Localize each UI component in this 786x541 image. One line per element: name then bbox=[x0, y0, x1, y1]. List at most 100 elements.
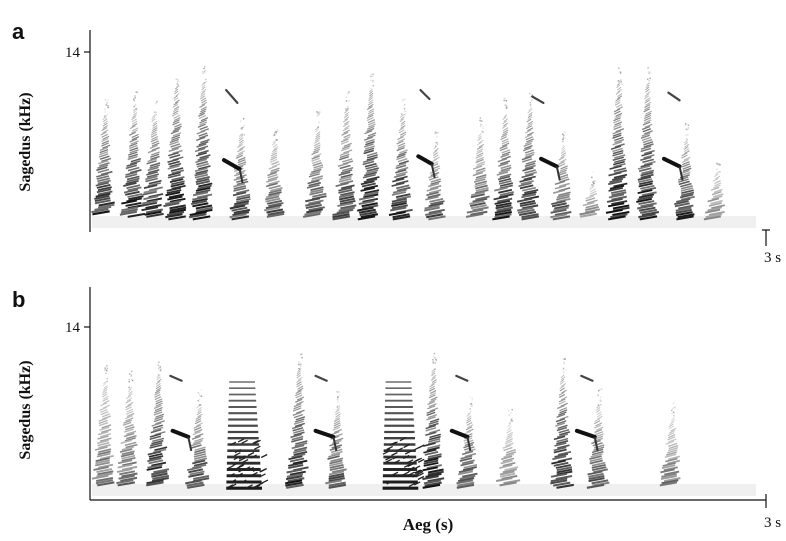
syllable-speckle bbox=[204, 66, 205, 67]
harmonic-texture bbox=[254, 446, 260, 449]
syllable-speckle bbox=[685, 123, 686, 124]
syllable-speckle bbox=[347, 108, 348, 109]
syllable-speckle bbox=[243, 118, 244, 119]
syllable-speckle bbox=[338, 391, 339, 392]
high-whistle bbox=[421, 90, 430, 99]
syllable bbox=[587, 388, 610, 487]
syllable-speckle bbox=[436, 142, 437, 143]
syllable-speckle bbox=[532, 100, 533, 101]
syllable-speckle bbox=[105, 116, 106, 117]
syllable-speckle bbox=[106, 370, 107, 371]
syllable-speckle bbox=[621, 83, 622, 84]
syllable-speckle bbox=[686, 135, 687, 136]
syllable-speckle bbox=[592, 185, 593, 186]
syllable-speckle bbox=[276, 139, 277, 140]
syllable-speckle bbox=[688, 127, 689, 128]
high-whistle bbox=[532, 97, 543, 103]
syllable-speckle bbox=[104, 367, 105, 368]
syllable-speckle bbox=[472, 398, 473, 399]
syllable-speckle bbox=[482, 126, 483, 127]
syllable-speckle bbox=[404, 114, 405, 115]
syllable bbox=[580, 171, 600, 217]
syllable-speckle bbox=[106, 365, 107, 366]
syllable-speckle bbox=[346, 100, 347, 101]
syllable-speckle bbox=[506, 106, 507, 107]
syllable-speckle bbox=[298, 361, 299, 362]
syllable-speckle bbox=[686, 138, 687, 139]
syllable-speckle bbox=[688, 125, 689, 126]
syllable-speckle bbox=[106, 104, 107, 105]
syllable-speckle bbox=[372, 76, 373, 77]
syllable bbox=[457, 396, 478, 488]
syllable-speckle bbox=[200, 404, 201, 405]
syllable bbox=[303, 111, 326, 217]
syllable-speckle bbox=[480, 124, 481, 125]
syllable-speckle bbox=[347, 93, 348, 94]
syllable-speckle bbox=[591, 184, 592, 185]
syllable-speckle bbox=[649, 71, 650, 72]
syllable bbox=[636, 67, 659, 219]
syllable-speckle bbox=[240, 120, 241, 121]
syllable-speckle bbox=[672, 413, 673, 414]
syllable-speckle bbox=[599, 389, 600, 390]
syllable-speckle bbox=[319, 111, 320, 112]
syllable bbox=[92, 365, 114, 485]
syllable-speckle bbox=[600, 404, 601, 405]
syllable-speckle bbox=[434, 357, 435, 358]
syllable-speckle bbox=[347, 107, 348, 108]
syllable-speckle bbox=[302, 353, 303, 354]
noise-floor bbox=[92, 484, 756, 496]
syllable-speckle bbox=[155, 103, 156, 104]
syllable-speckle bbox=[563, 136, 564, 137]
harmonic-texture bbox=[261, 469, 267, 472]
syllable-speckle bbox=[511, 421, 512, 422]
panel-a-marks bbox=[92, 66, 757, 228]
syllable-speckle bbox=[504, 100, 505, 101]
syllable-speckle bbox=[648, 72, 649, 73]
syllable-speckle bbox=[482, 131, 483, 132]
syllable bbox=[606, 67, 630, 219]
harmonic-texture bbox=[262, 480, 268, 483]
syllable-speckle bbox=[155, 114, 156, 115]
syllable-speckle bbox=[404, 104, 405, 105]
syllable-speckle bbox=[648, 80, 649, 81]
tonal-note bbox=[541, 159, 557, 167]
panel-label-a: a bbox=[12, 19, 25, 44]
syllable-speckle bbox=[339, 394, 340, 395]
syllable bbox=[550, 358, 574, 488]
syllable-speckle bbox=[601, 401, 602, 402]
syllable-speckle bbox=[129, 381, 130, 382]
syllable-speckle bbox=[318, 113, 319, 114]
syllable-speckle bbox=[672, 408, 673, 409]
syllable bbox=[389, 99, 413, 220]
syllable bbox=[660, 403, 681, 486]
syllable-speckle bbox=[470, 396, 471, 397]
syllable-speckle bbox=[687, 134, 688, 135]
syllable-speckle bbox=[133, 101, 134, 102]
syllable-speckle bbox=[244, 125, 245, 126]
syllable-speckle bbox=[529, 93, 530, 94]
syllable-speckle bbox=[563, 368, 564, 369]
tonal-note bbox=[418, 156, 431, 164]
syllable-speckle bbox=[531, 109, 532, 110]
syllable-speckle bbox=[274, 132, 275, 133]
syllable-speckle bbox=[177, 83, 178, 84]
syllable-speckle bbox=[594, 180, 595, 181]
syllable-speckle bbox=[199, 399, 200, 400]
syllable-speckle bbox=[107, 368, 108, 369]
syllable-speckle bbox=[481, 121, 482, 122]
syllable-speckle bbox=[133, 98, 134, 99]
syllable-speckle bbox=[301, 357, 302, 358]
syllable-speckle bbox=[156, 101, 157, 102]
syllable-speckle bbox=[434, 369, 435, 370]
syllable-speckle bbox=[405, 111, 406, 112]
syllable-speckle bbox=[600, 397, 601, 398]
syllable-speckle bbox=[160, 366, 161, 367]
syllable-speckle bbox=[317, 115, 318, 116]
syllable-speckle bbox=[562, 359, 563, 360]
syllable-speckle bbox=[563, 145, 564, 146]
syllable-speckle bbox=[298, 368, 299, 369]
syllable-speckle bbox=[600, 400, 601, 401]
syllable-speckle bbox=[373, 74, 374, 75]
